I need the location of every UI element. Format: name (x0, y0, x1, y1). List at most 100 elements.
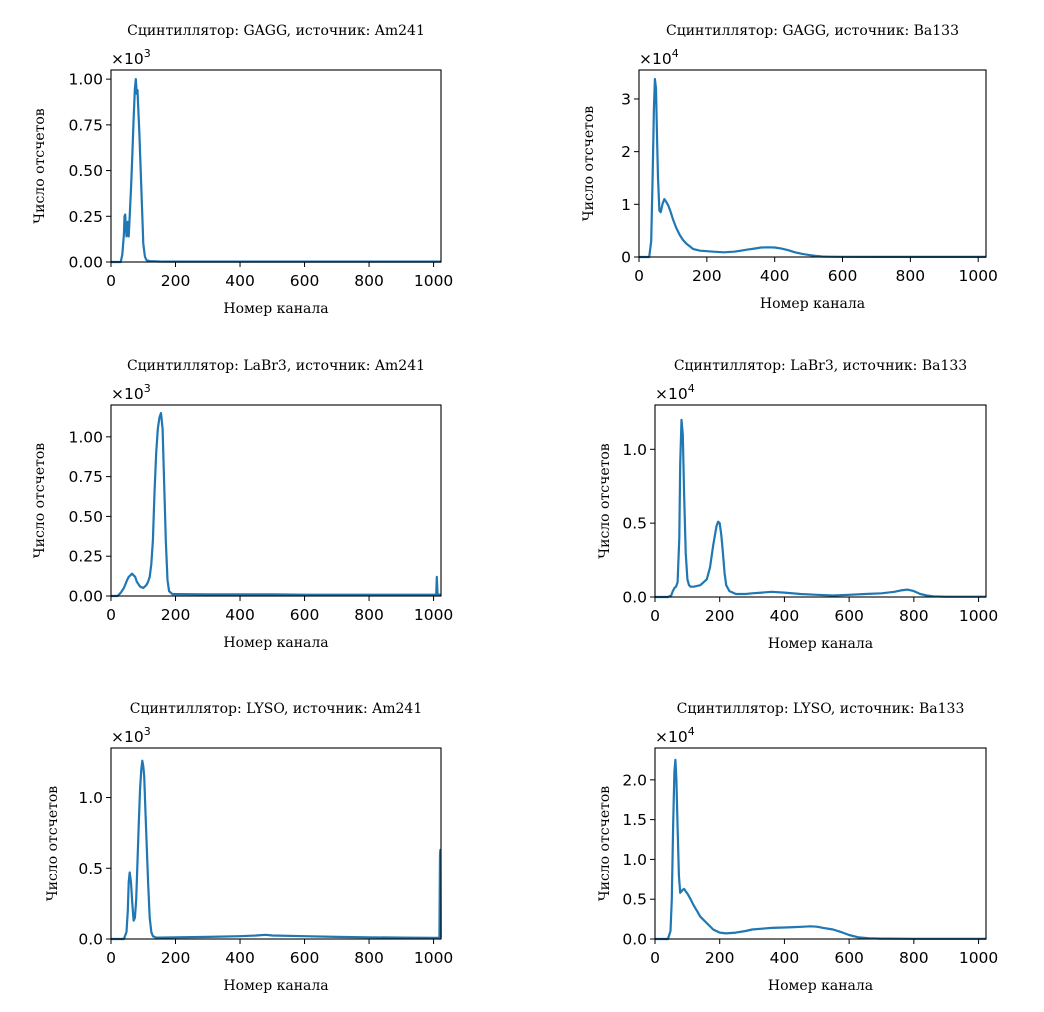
y-tick-label: 1 (621, 196, 631, 214)
x-tick-label: 800 (354, 606, 384, 624)
x-tick-label: 800 (899, 607, 929, 625)
y-tick-label: 0.25 (68, 548, 103, 566)
plot-frame (110, 404, 442, 597)
chart-4: Сцинтиллятор: LaBr3, источник: Ba133×104… (597, 358, 998, 652)
x-tick-label: 400 (760, 267, 790, 285)
plot-frame (654, 747, 987, 940)
y-tick-label: 0.5 (622, 891, 647, 909)
x-axis-label: Номер канала (768, 978, 873, 994)
multiplier-base: ×10 (639, 50, 672, 68)
chart-6: Сцинтиллятор: LYSO, источник: Ba133×1040… (597, 701, 998, 994)
x-tick-label: 0 (634, 267, 644, 285)
x-tick-label: 600 (834, 949, 864, 967)
chart-5: Сцинтиллятор: LYSO, источник: Am241 ×103 0… (45, 701, 453, 994)
multiplier-base: ×10 (111, 50, 144, 68)
x-tick-label: 0 (106, 272, 116, 290)
y-tick-label: 0.50 (68, 508, 103, 526)
multiplier-exponent: 3 (144, 47, 151, 60)
x-tick-label: 0 (106, 606, 116, 624)
x-tick-label: 600 (290, 949, 320, 967)
x-tick-label: 0 (650, 949, 660, 967)
multiplier-base: ×10 (111, 385, 144, 403)
x-axis-label: Номер канала (223, 978, 328, 994)
y-tick-label: 3 (621, 90, 631, 108)
x-tick-label: 400 (770, 949, 800, 967)
chart-1: Сцинтиллятор: GAGG, источник: Am241 ×103 0… (32, 23, 453, 317)
chart-title: Сцинтиллятор: LaBr3, источник: Am241 (127, 358, 425, 374)
multiplier-exponent: 3 (144, 382, 151, 395)
y-axis-label: Число отсчетов (597, 786, 613, 901)
multiplier-exponent: 4 (672, 47, 679, 60)
x-axis-label: Номер канала (760, 296, 865, 312)
y-tick-label: 0.75 (68, 116, 103, 134)
series-line (111, 759, 442, 941)
y-offset-multiplier: ×104 (655, 382, 695, 403)
x-tick-label: 200 (705, 949, 735, 967)
chart-2: Сцинтиллятор: GAGG, источник: Ba133×1040… (581, 23, 998, 312)
y-tick-label: 1.0 (622, 441, 647, 459)
plot-frame (110, 747, 442, 940)
y-tick-label: 0.75 (68, 468, 103, 486)
multiplier-exponent: 4 (688, 382, 695, 395)
y-tick-label: 0.00 (68, 254, 103, 272)
x-tick-label: 1000 (414, 272, 453, 290)
x-tick-label: 200 (692, 267, 722, 285)
x-tick-label: 600 (290, 606, 320, 624)
multiplier-base: ×10 (655, 385, 688, 403)
x-tick-label: 200 (161, 606, 191, 624)
y-tick-label: 0 (621, 249, 631, 267)
series-line (639, 77, 986, 259)
y-axis-label: Число отсчетов (581, 106, 597, 221)
y-tick-label: 0.00 (68, 588, 103, 606)
y-tick-label: 1.0 (622, 851, 647, 869)
y-tick-label: 0.25 (68, 208, 103, 226)
x-tick-label: 800 (354, 272, 384, 290)
y-tick-label: 0.0 (622, 589, 647, 607)
x-tick-label: 1000 (959, 949, 998, 967)
y-tick-label: 0.5 (622, 515, 647, 533)
x-tick-label: 400 (770, 607, 800, 625)
plot-frame (110, 69, 442, 263)
series-line (111, 77, 441, 264)
y-tick-label: 1.5 (622, 811, 647, 829)
y-tick-label: 2.0 (622, 771, 647, 789)
multiplier-base: ×10 (111, 728, 144, 746)
x-tick-label: 1000 (414, 606, 453, 624)
y-tick-label: 1.00 (68, 428, 103, 446)
y-tick-label: 1.00 (68, 71, 103, 89)
x-tick-label: 600 (290, 272, 320, 290)
y-offset-multiplier: ×104 (655, 725, 695, 746)
y-tick-label: 0.50 (68, 162, 103, 180)
x-tick-label: 200 (161, 949, 191, 967)
y-axis-label: Число отсчетов (597, 443, 613, 558)
y-offset-multiplier: ×104 (639, 47, 679, 68)
chart-title: Сцинтиллятор: LaBr3, источник: Ba133 (674, 358, 967, 374)
x-tick-label: 1000 (414, 949, 453, 967)
series-line (655, 758, 986, 941)
y-tick-label: 0.5 (78, 860, 103, 878)
y-tick-label: 0.0 (622, 931, 647, 949)
y-offset-multiplier: ×103 (111, 725, 151, 746)
x-tick-label: 1000 (958, 267, 997, 285)
y-offset-multiplier: ×103 (111, 47, 151, 68)
x-tick-label: 200 (161, 272, 191, 290)
series-line (655, 418, 986, 599)
x-tick-label: 200 (705, 607, 735, 625)
x-tick-label: 0 (106, 949, 116, 967)
x-tick-label: 600 (828, 267, 858, 285)
y-tick-label: 1.0 (78, 789, 103, 807)
x-axis-label: Номер канала (223, 301, 328, 317)
series-line (111, 411, 441, 598)
x-tick-label: 400 (225, 949, 255, 967)
x-tick-label: 1000 (959, 607, 998, 625)
plot-frame (638, 69, 987, 258)
plot-frame (654, 404, 987, 598)
chart-title: Сцинтиллятор: LYSO, источник: Am241 (130, 701, 422, 717)
x-tick-label: 800 (899, 949, 929, 967)
y-offset-multiplier: ×103 (111, 382, 151, 403)
x-tick-label: 800 (896, 267, 926, 285)
multiplier-exponent: 3 (144, 725, 151, 738)
x-tick-label: 400 (225, 272, 255, 290)
x-axis-label: Номер канала (768, 636, 873, 652)
